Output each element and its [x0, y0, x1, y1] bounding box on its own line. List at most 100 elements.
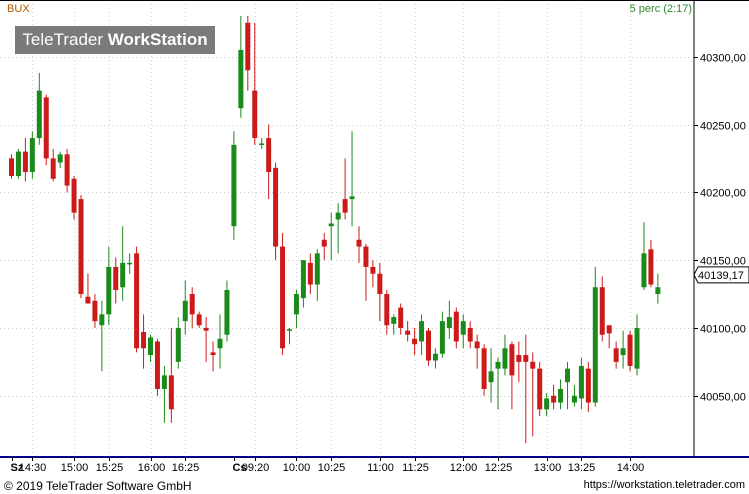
candle-body [516, 355, 522, 362]
logo-brand: TeleTrader [22, 30, 104, 49]
candle-down [537, 361, 543, 417]
candle-body [217, 338, 223, 349]
candle-body [203, 327, 209, 331]
candle-body [287, 329, 292, 331]
candle-body [349, 196, 355, 200]
candle-body [412, 338, 418, 345]
candle-up [57, 151, 63, 168]
candle-up [287, 327, 292, 345]
candle-body [551, 395, 557, 403]
candle-body [141, 332, 147, 349]
candle-body [210, 352, 216, 356]
plot-area [0, 0, 694, 457]
candle-down [134, 246, 140, 353]
candle-up [502, 334, 508, 376]
last-price-label: 40139,17 [698, 270, 744, 282]
interval-label: 5 perc (2:17) [629, 3, 692, 15]
candle-down [92, 294, 98, 328]
candle-body [182, 300, 188, 322]
candle-down [141, 314, 147, 369]
candle-body [120, 262, 126, 288]
candle-body [168, 375, 174, 410]
candle-up [238, 16, 244, 118]
candle-body [113, 266, 119, 290]
candle-body [148, 337, 153, 356]
candle-down [113, 257, 119, 304]
candle-body [154, 341, 160, 389]
candle-up [29, 131, 35, 179]
candle-up [565, 361, 570, 410]
candle-body [224, 289, 230, 335]
candle-body [321, 239, 327, 247]
candle-body [57, 154, 63, 163]
candle-down [363, 243, 369, 301]
candle-up [328, 212, 334, 261]
candle-body [280, 246, 286, 349]
last-price-marker: 40139,17 [693, 266, 749, 284]
candle-down [530, 352, 536, 437]
candle-up [641, 222, 647, 290]
candle-body [127, 262, 133, 265]
candle-up [495, 357, 501, 410]
candle-up [488, 348, 494, 403]
candle-down [85, 273, 91, 304]
candle-up [99, 300, 105, 372]
candle-body [36, 90, 42, 139]
candle-down [196, 311, 202, 328]
candle-down [453, 307, 459, 349]
candle-body [307, 262, 313, 285]
candle-up [578, 357, 584, 410]
candle-body [523, 355, 529, 362]
candle-down [189, 287, 195, 328]
candle-up [439, 311, 445, 358]
candle-body [419, 321, 425, 342]
candle-body [453, 311, 459, 342]
candle-body [273, 167, 279, 247]
last-price-box [693, 266, 749, 284]
candle-up [446, 300, 452, 339]
candle-body [245, 22, 251, 71]
candle-down [370, 260, 376, 288]
candle-body [613, 348, 619, 362]
candle-body [599, 287, 605, 335]
candle-body [467, 327, 473, 342]
candle-up [558, 379, 564, 410]
teletrader-logo: TeleTrader WorkStation [15, 26, 215, 54]
candle-body [641, 253, 647, 288]
candle-down [342, 158, 348, 220]
candle-body [391, 317, 397, 324]
candle-down [71, 176, 77, 220]
candle-body [259, 143, 265, 145]
candle-down [78, 195, 84, 299]
candle-body [592, 287, 598, 403]
candle-body [446, 317, 452, 328]
candle-down [481, 344, 487, 396]
candle-down [154, 338, 160, 396]
candle-body [648, 249, 654, 285]
candle-body [537, 368, 543, 410]
candle-body [15, 151, 21, 177]
x-tick-label: 15:00 [61, 462, 89, 474]
candle-up [432, 348, 438, 369]
candle-body [29, 138, 35, 172]
candle-down [280, 233, 286, 356]
candle-body [565, 368, 570, 383]
candle-down [64, 148, 70, 193]
candle-body [71, 178, 77, 213]
candle-up [419, 314, 425, 356]
candle-down [356, 226, 362, 263]
candle-body [342, 199, 348, 213]
candle-body [92, 300, 98, 322]
x-tick-label: 16:25 [172, 462, 200, 474]
candle-up [293, 289, 299, 328]
candle-body [571, 395, 577, 403]
candle-body [426, 330, 431, 361]
candle-body [238, 49, 244, 109]
candle-down [613, 341, 619, 369]
price-axis-ticks: 40300,00 40250,00 40200,00 40150,00 40100,00… [694, 53, 746, 404]
candle-body [106, 266, 112, 315]
candle-down [599, 276, 605, 342]
logo-product: WorkStation [107, 30, 208, 49]
x-tick-label: 14:30 [19, 462, 47, 474]
